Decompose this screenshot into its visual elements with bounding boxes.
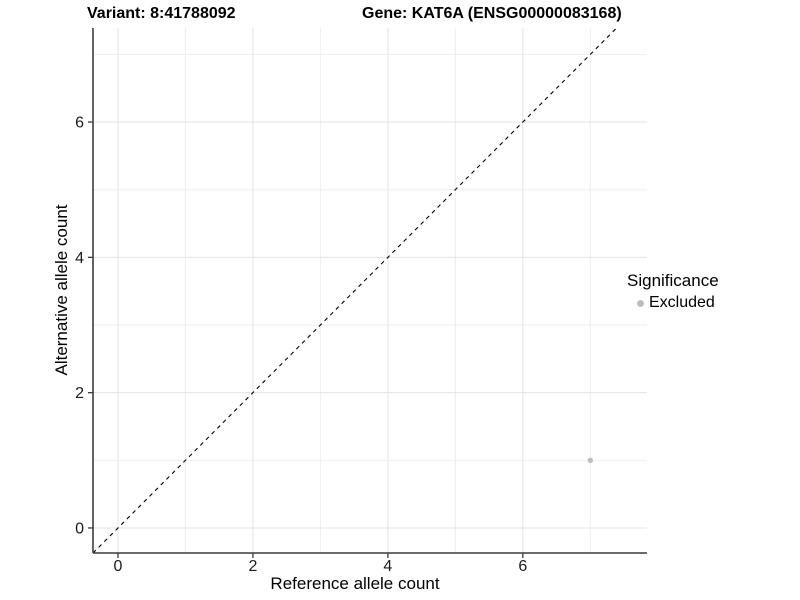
y-tick-label: 4 [75, 250, 84, 267]
legend-title: Significance [627, 271, 719, 290]
x-tick-label: 6 [518, 558, 527, 575]
x-axis-title: Reference allele count [270, 574, 440, 593]
legend-entry-excluded: Excluded [627, 294, 719, 312]
data-point [587, 457, 594, 464]
legend: Significance Excluded [627, 271, 719, 312]
identity-reference-line [92, 27, 618, 554]
x-tick-label: 4 [383, 558, 392, 575]
excluded-point-icon [637, 299, 644, 307]
x-tick-label: 2 [248, 558, 257, 575]
variant-title: Variant: 8:41788092 [87, 5, 236, 22]
y-tick-label: 6 [75, 115, 84, 132]
y-axis-title: Alternative allele count [52, 204, 71, 376]
x-tick-label: 0 [114, 558, 123, 575]
legend-entry-label: Excluded [649, 294, 715, 311]
y-tick-label: 2 [75, 385, 84, 402]
y-tick-label: 0 [75, 520, 84, 537]
gene-title: Gene: KAT6A (ENSG00000083168) [362, 5, 622, 22]
